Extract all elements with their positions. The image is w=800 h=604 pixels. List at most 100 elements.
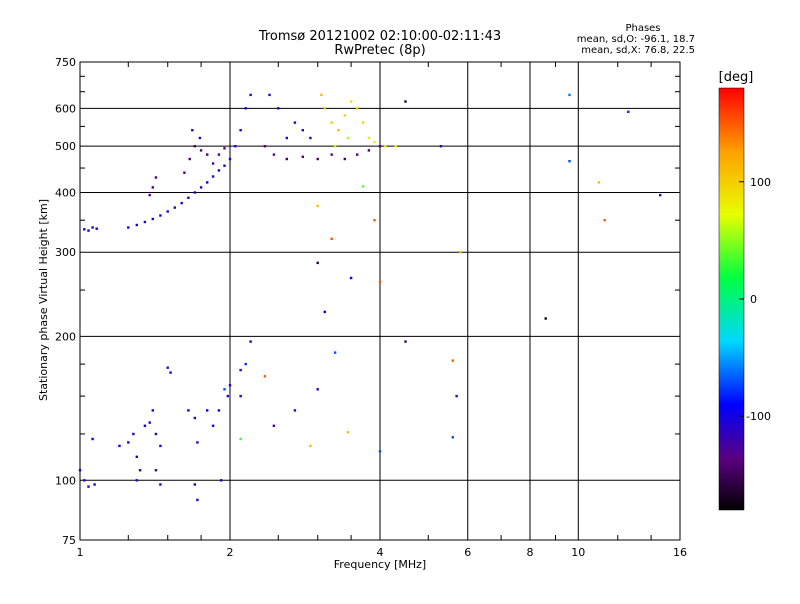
- data-point: [239, 394, 242, 398]
- data-point: [154, 176, 158, 179]
- point-layer: [78, 93, 662, 502]
- data-point: [188, 157, 191, 161]
- data-point: [217, 169, 221, 172]
- data-point: [151, 186, 154, 189]
- data-point: [404, 340, 407, 343]
- data-point: [87, 485, 90, 488]
- data-point: [226, 394, 229, 398]
- data-point: [268, 93, 271, 97]
- data-point: [187, 409, 190, 412]
- data-point: [244, 362, 247, 366]
- data-point: [367, 136, 371, 140]
- y-tick-label: 100: [55, 474, 76, 487]
- data-point: [87, 229, 90, 232]
- x-tick-label: 1: [77, 546, 84, 559]
- data-point: [173, 206, 176, 209]
- x-tick-label: 10: [571, 546, 585, 559]
- data-point: [151, 409, 154, 412]
- data-point: [330, 121, 333, 124]
- colorbar-tick-label: -100: [746, 410, 771, 423]
- colorbar-tick-label: 0: [750, 293, 757, 306]
- data-point: [95, 227, 98, 230]
- data-point: [378, 280, 382, 284]
- data-point: [293, 409, 297, 412]
- data-point: [143, 220, 147, 224]
- colorbar-tick-label: 100: [750, 176, 771, 189]
- data-point: [316, 261, 319, 265]
- y-tick-label: 750: [55, 56, 76, 69]
- data-point: [196, 441, 199, 444]
- data-point: [301, 129, 304, 132]
- data-point: [451, 436, 454, 439]
- data-point: [118, 444, 121, 448]
- data-point: [323, 310, 326, 314]
- data-point: [568, 93, 571, 97]
- data-point: [285, 157, 288, 161]
- data-point: [272, 424, 276, 427]
- data-point: [378, 450, 382, 453]
- y-tick-label: 500: [55, 140, 76, 153]
- x-tick-label: 6: [464, 546, 471, 559]
- data-point: [343, 114, 346, 117]
- data-point: [394, 145, 397, 148]
- data-point: [333, 351, 337, 354]
- data-point: [159, 483, 162, 486]
- data-point: [220, 479, 223, 482]
- data-point: [272, 153, 276, 156]
- data-point: [244, 107, 247, 110]
- data-point: [132, 432, 135, 436]
- data-point: [154, 469, 158, 472]
- data-point: [223, 164, 226, 167]
- data-point: [361, 185, 365, 188]
- data-point: [603, 219, 606, 222]
- data-point: [337, 129, 340, 132]
- chart-title: Tromsø 20121002 02:10:00-02:11:43: [258, 29, 501, 44]
- y-tick-label: 400: [55, 186, 76, 199]
- y-tick-label: 200: [55, 330, 76, 343]
- grid-layer: [80, 62, 680, 540]
- data-point: [91, 226, 94, 229]
- data-point: [223, 388, 226, 391]
- data-point: [193, 145, 196, 148]
- y-tick-label: 300: [55, 246, 76, 259]
- data-point: [356, 153, 359, 156]
- data-point: [333, 145, 337, 148]
- data-point: [277, 107, 280, 110]
- data-point: [301, 155, 304, 158]
- x-tick-label: 16: [673, 546, 687, 559]
- data-point: [285, 136, 288, 140]
- data-point: [544, 317, 547, 320]
- data-point: [199, 149, 203, 152]
- data-point: [439, 145, 443, 148]
- data-point: [293, 121, 297, 124]
- data-point: [659, 193, 662, 197]
- data-point: [316, 157, 319, 161]
- data-point: [166, 366, 169, 369]
- data-point: [343, 157, 346, 161]
- x-tick-label: 4: [377, 546, 384, 559]
- data-point: [349, 276, 353, 280]
- data-point: [384, 145, 387, 148]
- x-tick-label: 8: [527, 546, 534, 559]
- data-point: [568, 160, 571, 163]
- data-point: [223, 147, 226, 150]
- data-point: [211, 175, 215, 178]
- data-point: [187, 196, 190, 199]
- x-axis-label: Frequency [MHz]: [334, 558, 426, 571]
- data-point: [191, 129, 194, 132]
- data-point: [154, 432, 158, 436]
- data-point: [93, 483, 96, 486]
- data-point: [316, 388, 319, 391]
- data-point: [159, 444, 162, 448]
- data-point: [169, 371, 172, 374]
- data-point: [166, 210, 169, 213]
- data-point: [239, 437, 242, 441]
- data-point: [180, 201, 183, 205]
- data-point: [627, 110, 630, 113]
- data-point: [346, 136, 350, 140]
- data-point: [455, 394, 458, 398]
- data-point: [159, 214, 162, 217]
- data-point: [193, 483, 196, 486]
- data-point: [199, 186, 203, 189]
